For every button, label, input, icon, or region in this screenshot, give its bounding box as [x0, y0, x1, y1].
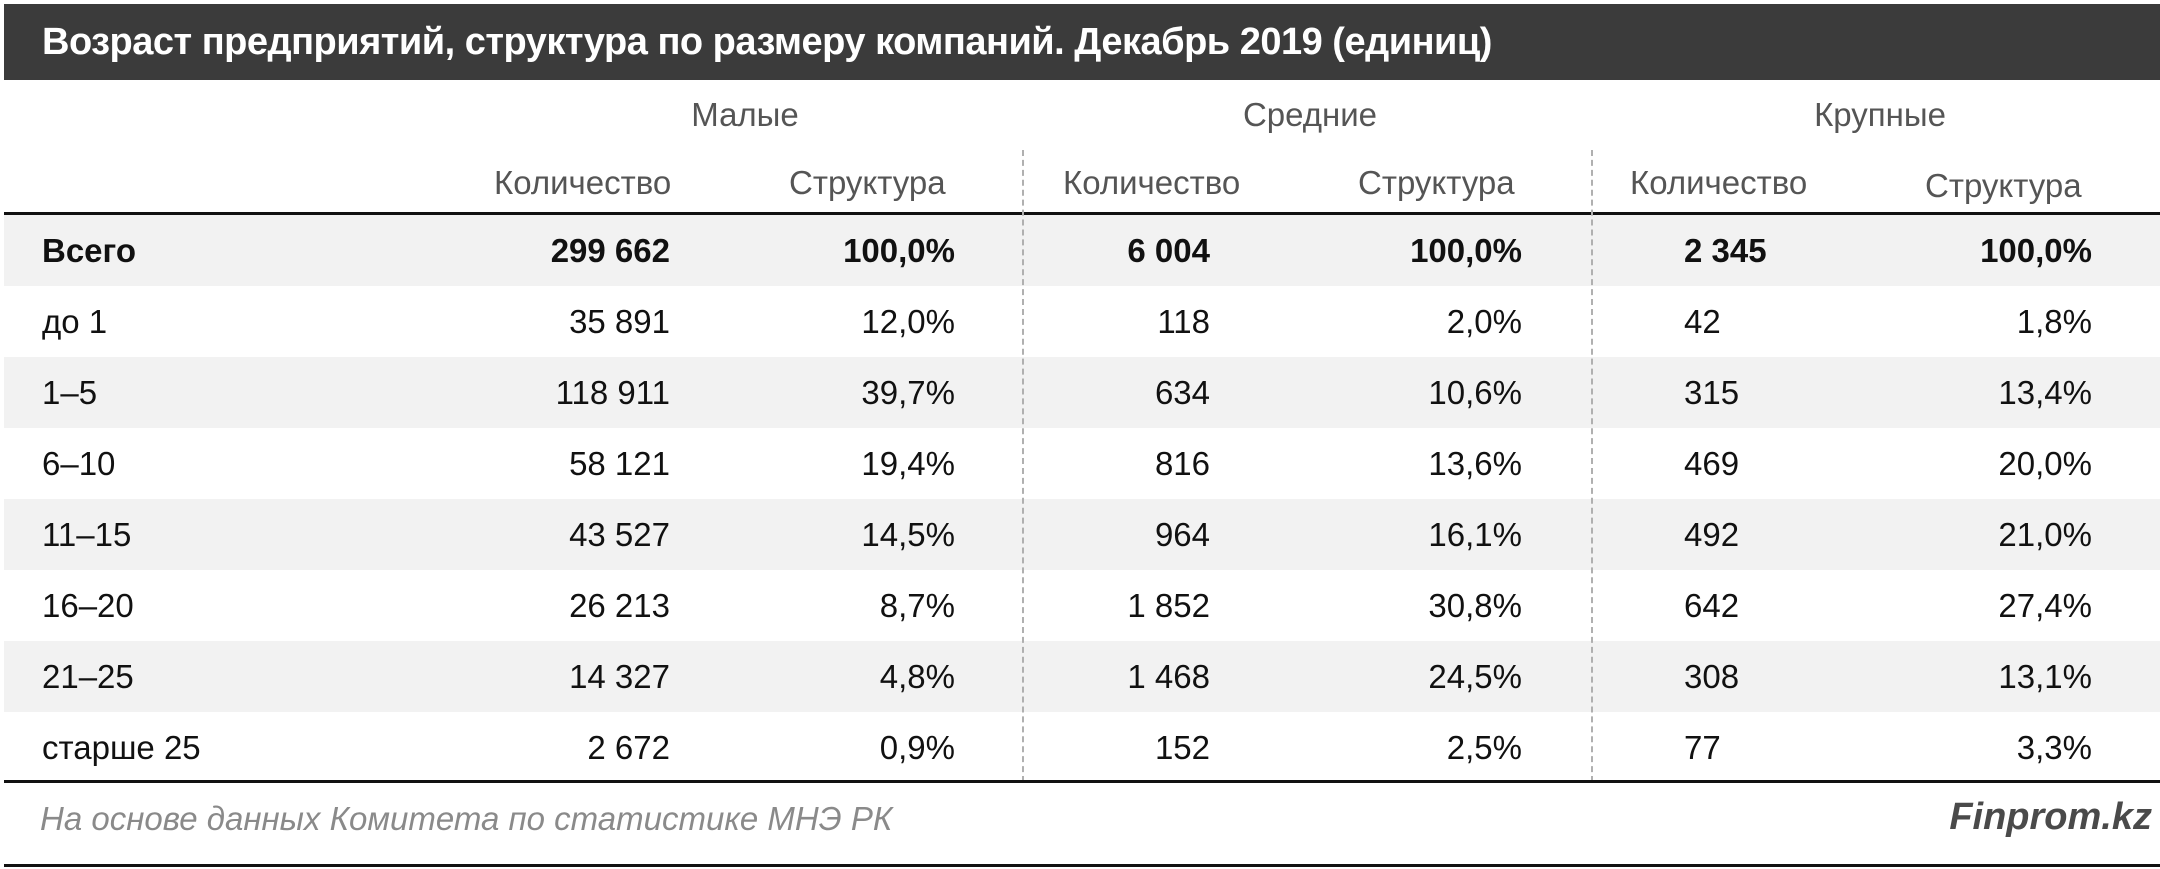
- small-share: 39,7%: [861, 374, 955, 411]
- large-count: 642: [1684, 587, 1740, 624]
- medium-share: 16,1%: [1428, 516, 1522, 553]
- small-share: 19,4%: [861, 445, 955, 482]
- table-row: 16–20 26 213 8,7% 1 852 30,8% 642 27,4%: [4, 570, 2160, 641]
- table-row: старше 25 2 672 0,9% 152 2,5% 77 3,3%: [4, 712, 2160, 780]
- medium-share: 30,8%: [1428, 587, 1522, 624]
- row-label: 11–15: [42, 516, 132, 553]
- small-share: 100,0%: [843, 232, 955, 269]
- medium-count: 118: [1157, 303, 1210, 340]
- large-count: 315: [1684, 374, 1740, 411]
- small-share: 4,8%: [879, 658, 955, 695]
- large-share: 100,0%: [1980, 232, 2092, 269]
- row-label: 21–25: [42, 658, 134, 695]
- group-header-small: Малые: [691, 96, 799, 133]
- brand-logo: Finprom.kz: [1949, 796, 2152, 838]
- large-count: 2 345: [1684, 232, 1767, 269]
- source-note: На основе данных Комитета по статистике …: [40, 800, 893, 837]
- row-label: 16–20: [42, 587, 134, 624]
- small-count: 14 327: [569, 658, 670, 695]
- medium-count: 964: [1154, 516, 1210, 553]
- small-count: 299 662: [550, 232, 670, 269]
- group-header-medium: Средние: [1242, 96, 1378, 133]
- medium-count: 816: [1154, 445, 1210, 482]
- medium-count: 6 004: [1127, 232, 1210, 269]
- row-label: 6–10: [42, 445, 116, 482]
- large-count: 77: [1684, 729, 1721, 766]
- large-share: 13,4%: [1998, 374, 2092, 411]
- header-rule: [4, 212, 2160, 215]
- large-count: 42: [1684, 303, 1721, 340]
- footer-rule: [4, 864, 2160, 867]
- table-title: Возраст предприятий, структура по размер…: [4, 4, 2160, 80]
- small-share: 0,9%: [879, 729, 955, 766]
- subheader-medium-count: Количество: [1063, 164, 1241, 201]
- small-share: 14,5%: [861, 516, 955, 553]
- medium-share: 24,5%: [1428, 658, 1522, 695]
- subheader-large-count: Количество: [1630, 164, 1808, 201]
- small-count: 35 891: [569, 303, 670, 340]
- medium-share: 100,0%: [1410, 232, 1522, 269]
- medium-count: 1 468: [1127, 658, 1210, 695]
- medium-count: 1 852: [1127, 587, 1210, 624]
- small-share: 8,7%: [879, 587, 955, 624]
- large-count: 492: [1684, 516, 1740, 553]
- subheader-small-count: Количество: [494, 164, 672, 201]
- large-share: 13,1%: [1998, 658, 2092, 695]
- table-row: 6–10 58 121 19,4% 816 13,6% 469 20,0%: [4, 428, 2160, 499]
- small-share: 12,0%: [861, 303, 955, 340]
- row-label: до 1: [42, 303, 108, 340]
- medium-share: 2,5%: [1446, 729, 1522, 766]
- subheader-large-structure: Структура: [1925, 167, 2082, 204]
- subheader-small-structure: Структура: [789, 164, 946, 201]
- large-share: 27,4%: [1998, 587, 2092, 624]
- medium-share: 13,6%: [1428, 445, 1522, 482]
- table-bottom-rule: [4, 780, 2160, 783]
- small-count: 58 121: [569, 445, 670, 482]
- table-row-total: Всего 299 662 100,0% 6 004 100,0% 2 345 …: [4, 215, 2160, 286]
- small-count: 26 213: [569, 587, 670, 624]
- table-row: 11–15 43 527 14,5% 964 16,1% 492 21,0%: [4, 499, 2160, 570]
- large-share: 20,0%: [1998, 445, 2092, 482]
- subheader-medium-structure: Структура: [1358, 164, 1515, 201]
- large-share: 3,3%: [2016, 729, 2092, 766]
- medium-count: 152: [1154, 729, 1210, 766]
- row-label: Всего: [42, 232, 137, 269]
- group-divider: [1022, 150, 1024, 782]
- group-header-large: Крупные: [1814, 96, 1946, 133]
- large-count: 469: [1684, 445, 1740, 482]
- row-label: 1–5: [42, 374, 98, 411]
- table-row: 1–5 118 911 39,7% 634 10,6% 315 13,4%: [4, 357, 2160, 428]
- large-count: 308: [1684, 658, 1740, 695]
- small-count: 43 527: [569, 516, 670, 553]
- large-share: 21,0%: [1998, 516, 2092, 553]
- table-row: 21–25 14 327 4,8% 1 468 24,5% 308 13,1%: [4, 641, 2160, 712]
- large-share: 1,8%: [2016, 303, 2092, 340]
- medium-count: 634: [1154, 374, 1210, 411]
- row-label: старше 25: [42, 729, 201, 766]
- medium-share: 10,6%: [1428, 374, 1522, 411]
- small-count: 118 911: [555, 374, 670, 411]
- small-count: 2 672: [587, 729, 670, 766]
- table-row: до 1 35 891 12,0% 118 2,0% 42 1,8%: [4, 286, 2160, 357]
- medium-share: 2,0%: [1446, 303, 1522, 340]
- group-divider: [1591, 150, 1593, 782]
